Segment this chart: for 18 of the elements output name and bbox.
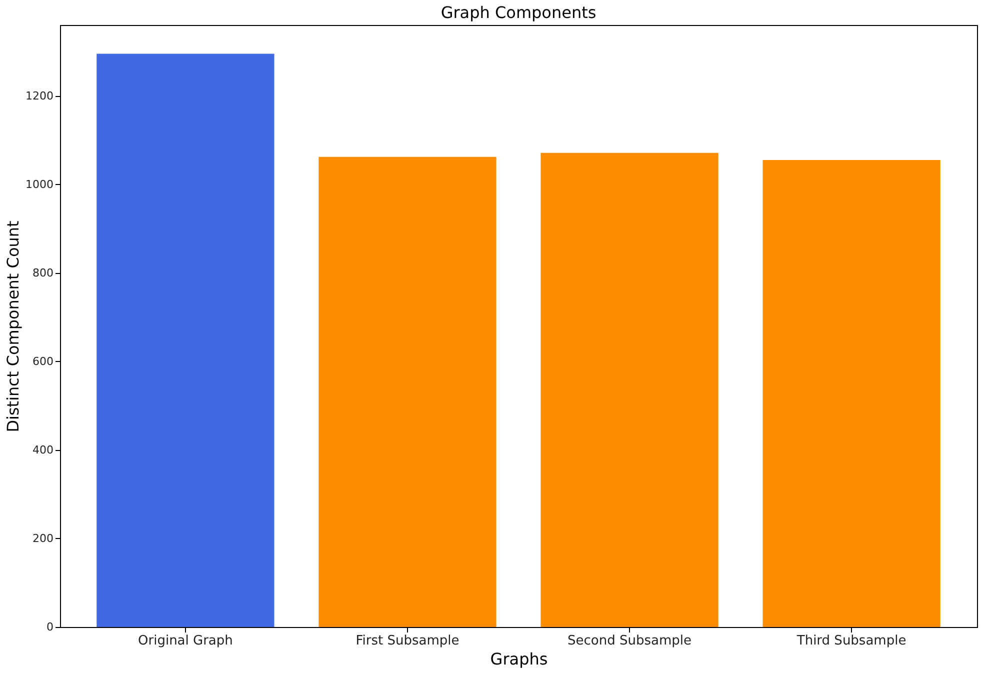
y-tick-label: 400 — [32, 443, 54, 456]
y-tick-label: 800 — [32, 266, 54, 280]
bar — [540, 152, 718, 627]
y-tick-label: 1000 — [26, 178, 54, 191]
x-tick-label: Original Graph — [138, 634, 233, 648]
bar — [318, 156, 496, 627]
y-tick-label: 200 — [32, 532, 54, 545]
x-tick-label: First Subsample — [356, 634, 460, 648]
chart-title: Graph Components — [440, 3, 596, 22]
bar — [762, 160, 940, 627]
x-axis-title: Graphs — [490, 650, 548, 668]
y-axis-title: Distinct Component Count — [4, 220, 23, 432]
y-tick-label: 600 — [32, 354, 54, 368]
x-tick-label: Third Subsample — [796, 634, 906, 648]
bar — [96, 54, 274, 627]
y-tick-label: 0 — [46, 620, 54, 634]
x-tick-label: Second Subsample — [568, 634, 692, 648]
y-tick-label: 1200 — [26, 89, 54, 102]
